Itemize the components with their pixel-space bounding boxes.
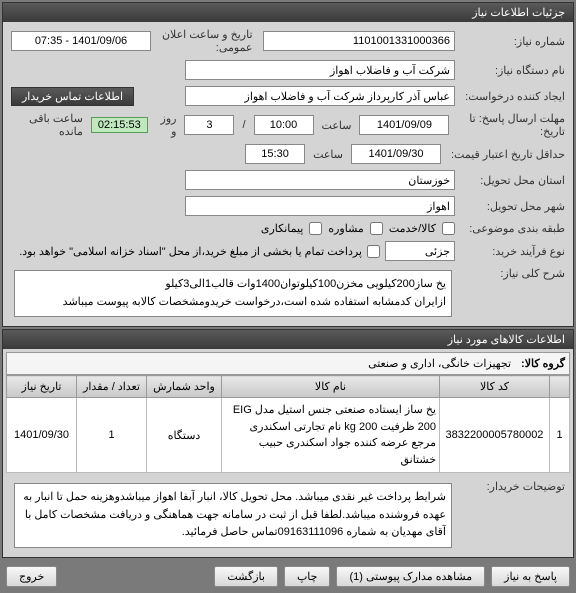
input-creator[interactable] bbox=[185, 86, 455, 106]
exit-button[interactable]: خروج bbox=[6, 566, 57, 587]
input-request-no[interactable] bbox=[263, 31, 456, 51]
th-date: تاریخ نیاز bbox=[7, 376, 77, 398]
th-name: نام کالا bbox=[222, 376, 440, 398]
label-main-desc: شرح کلی نیاز: bbox=[460, 267, 565, 280]
th-idx bbox=[550, 376, 570, 398]
label-rooz: روز و bbox=[156, 112, 177, 138]
countdown-time: 02:15:53 bbox=[91, 117, 148, 133]
table-row[interactable]: 1 3832200005780002 یخ ساز ایستاده صنعتی … bbox=[7, 398, 570, 473]
countdown-days bbox=[184, 115, 234, 135]
label-validity: حداقل تاریخ اعتبار قیمت: bbox=[446, 148, 565, 161]
label-purchase-type: نوع فرآیند خرید: bbox=[460, 245, 565, 258]
checkbox-contract[interactable] bbox=[309, 222, 322, 235]
partial-note: پرداخت تمام یا بخشی از مبلغ خرید،از محل … bbox=[19, 245, 362, 258]
row-purchase-type: نوع فرآیند خرید: پرداخت تمام یا بخشی از … bbox=[6, 238, 570, 264]
label-buyer-notes: توضیحات خریدار: bbox=[460, 480, 565, 493]
row-main-desc: شرح کلی نیاز: یخ ساز200کیلویی مخزن100کیل… bbox=[6, 264, 570, 323]
buyer-notes-box: شرایط پرداخت غیر نقدی میباشد. محل تحویل … bbox=[14, 483, 452, 548]
th-unit: واحد شمارش bbox=[147, 376, 222, 398]
cell-unit: دستگاه bbox=[147, 398, 222, 473]
th-code: کد کالا bbox=[440, 376, 550, 398]
input-validity-time[interactable] bbox=[245, 144, 305, 164]
row-creator: ایجاد کننده درخواست: اطلاعات تماس خریدار bbox=[6, 83, 570, 109]
items-body: گروه کالا: تجهیزات خانگی، اداری و صنعتی … bbox=[3, 349, 573, 557]
label-saat1: ساعت bbox=[322, 119, 352, 132]
label-deadline: مهلت ارسال پاسخ: تا تاریخ: bbox=[454, 112, 565, 138]
details-title: جزئیات اطلاعات نیاز bbox=[472, 6, 565, 19]
checkbox-partial[interactable] bbox=[367, 245, 380, 258]
back-button[interactable]: بازگشت bbox=[214, 566, 278, 587]
row-province: استان محل تحویل: bbox=[6, 167, 570, 193]
main-desc-box: یخ ساز200کیلویی مخزن100کیلوتوان1400وات ق… bbox=[14, 270, 452, 317]
cell-code: 3832200005780002 bbox=[440, 398, 550, 473]
details-panel: جزئیات اطلاعات نیاز شماره نیاز: تاریخ و … bbox=[2, 2, 574, 327]
items-title: اطلاعات کالاهای مورد نیاز bbox=[448, 333, 565, 346]
label-remain: ساعت باقی مانده bbox=[14, 112, 83, 138]
input-validity-date[interactable] bbox=[351, 144, 441, 164]
separator1: / bbox=[242, 119, 245, 131]
row-buyer-notes: توضیحات خریدار: شرایط پرداخت غیر نقدی می… bbox=[6, 477, 570, 554]
items-table: کد کالا نام کالا واحد شمارش تعداد / مقدا… bbox=[6, 375, 570, 473]
cell-idx: 1 bbox=[550, 398, 570, 473]
th-qty: تعداد / مقدار bbox=[77, 376, 147, 398]
row-validity: حداقل تاریخ اعتبار قیمت: ساعت bbox=[6, 141, 570, 167]
label-province: استان محل تحویل: bbox=[460, 174, 565, 187]
cell-name: یخ ساز ایستاده صنعتی جنس استیل مدل EIG 2… bbox=[222, 398, 440, 473]
label-budget: طبقه بندی موضوعی: bbox=[460, 222, 565, 235]
input-purchase-type[interactable] bbox=[385, 241, 455, 261]
group-value: تجهیزات خانگی، اداری و صنعتی bbox=[368, 357, 511, 370]
input-city[interactable] bbox=[185, 196, 455, 216]
details-body: شماره نیاز: تاریخ و ساعت اعلان عمومی: نا… bbox=[3, 22, 573, 326]
table-header-row: کد کالا نام کالا واحد شمارش تعداد / مقدا… bbox=[7, 376, 570, 398]
label-opt-contract: پیمانکاری bbox=[261, 222, 304, 235]
checkbox-consult[interactable] bbox=[370, 222, 383, 235]
input-deadline-date[interactable] bbox=[359, 115, 449, 135]
label-city: شهر محل تحویل: bbox=[460, 200, 565, 213]
input-deadline-time[interactable] bbox=[254, 115, 314, 135]
checkbox-goods[interactable] bbox=[442, 222, 455, 235]
label-opt-consult: مشاوره bbox=[328, 222, 363, 235]
label-opt-goods: کالا/خدمت bbox=[389, 222, 436, 235]
budget-options: کالا/خدمت مشاوره پیمانکاری bbox=[261, 222, 455, 235]
print-button[interactable]: چاپ bbox=[284, 566, 331, 587]
row-budget: طبقه بندی موضوعی: کالا/خدمت مشاوره پیمان… bbox=[6, 219, 570, 238]
details-header: جزئیات اطلاعات نیاز bbox=[3, 3, 573, 22]
input-announce-date[interactable] bbox=[11, 31, 151, 51]
label-announce-date: تاریخ و ساعت اعلان عمومی: bbox=[156, 28, 253, 54]
cell-qty: 1 bbox=[77, 398, 147, 473]
attachments-button[interactable]: مشاهده مدارک پیوستی (1) bbox=[336, 566, 485, 587]
row-city: شهر محل تحویل: bbox=[6, 193, 570, 219]
row-org-name: نام دستگاه نیاز: bbox=[6, 57, 570, 83]
label-org-name: نام دستگاه نیاز: bbox=[460, 64, 565, 77]
label-saat2: ساعت bbox=[313, 148, 343, 161]
group-row: گروه کالا: تجهیزات خانگی، اداری و صنعتی bbox=[6, 352, 570, 375]
label-request-no: شماره نیاز: bbox=[460, 35, 565, 48]
reply-button[interactable]: پاسخ به نیاز bbox=[491, 566, 570, 587]
footer-bar: پاسخ به نیاز مشاهده مدارک پیوستی (1) چاپ… bbox=[0, 560, 576, 593]
input-org-name[interactable] bbox=[185, 60, 455, 80]
items-header: اطلاعات کالاهای مورد نیاز bbox=[3, 330, 573, 349]
label-creator: ایجاد کننده درخواست: bbox=[460, 90, 565, 103]
label-group: گروه کالا: bbox=[521, 357, 565, 370]
input-province[interactable] bbox=[185, 170, 455, 190]
cell-date: 1401/09/30 bbox=[7, 398, 77, 473]
items-panel: اطلاعات کالاهای مورد نیاز گروه کالا: تجه… bbox=[2, 329, 574, 558]
row-deadline: مهلت ارسال پاسخ: تا تاریخ: ساعت / روز و … bbox=[6, 109, 570, 141]
contact-button[interactable]: اطلاعات تماس خریدار bbox=[11, 87, 134, 106]
row-request-no: شماره نیاز: تاریخ و ساعت اعلان عمومی: bbox=[6, 25, 570, 57]
